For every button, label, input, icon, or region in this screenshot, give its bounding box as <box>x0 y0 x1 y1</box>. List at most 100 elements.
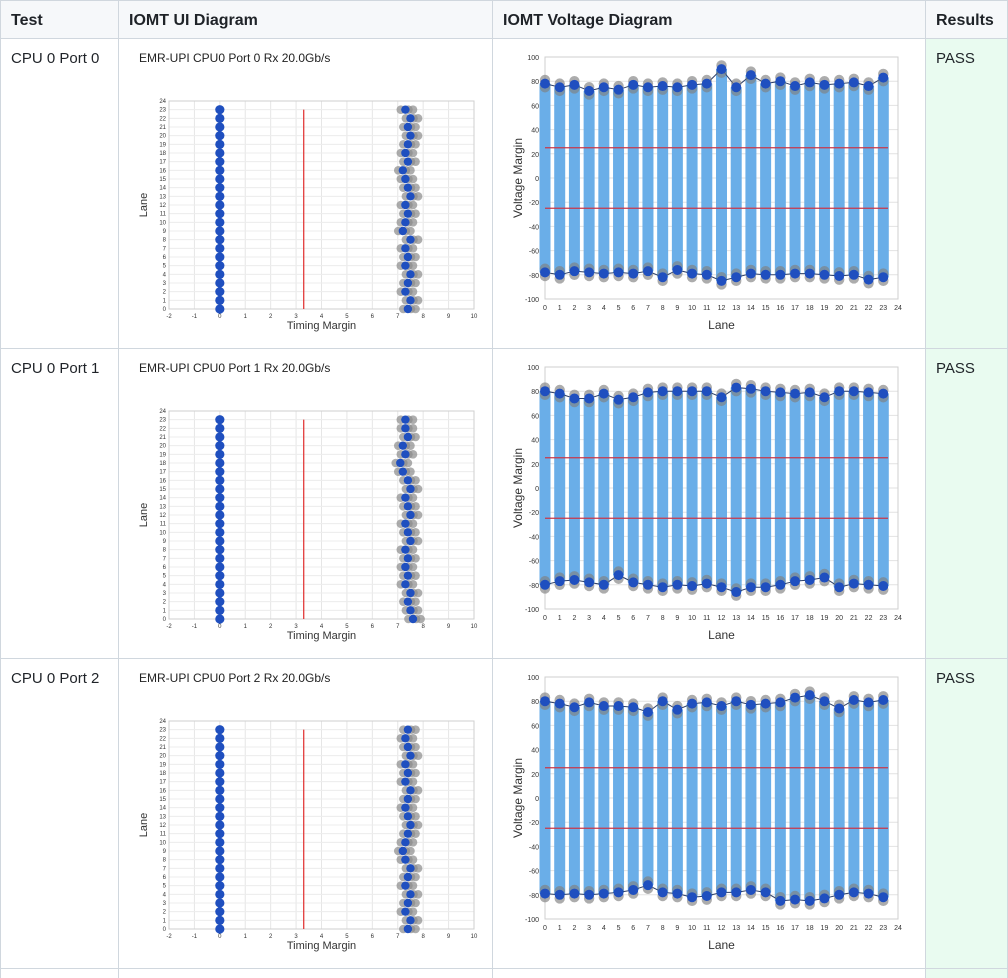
timing-point <box>406 890 415 899</box>
voltage-point <box>554 269 565 280</box>
y-tick-label: 15 <box>159 797 166 803</box>
voltage-bar <box>789 86 801 274</box>
voltage-point <box>569 574 580 585</box>
y-tick-label: -20 <box>529 510 539 517</box>
voltage-bar <box>583 90 595 273</box>
y-tick-label: 8 <box>163 858 167 864</box>
x-tick-label: 1 <box>558 305 562 312</box>
y-tick-label: 10 <box>159 220 166 226</box>
voltage-bar <box>730 701 742 893</box>
voltage-point <box>657 272 668 283</box>
voltage-point <box>687 386 698 397</box>
y-tick-label: 0 <box>163 617 167 623</box>
bottom-margin-line <box>544 884 884 902</box>
voltage-point <box>731 272 742 283</box>
y-tick-label: 10 <box>159 840 166 846</box>
timing-point-shadow <box>413 751 423 760</box>
timing-point <box>215 794 225 804</box>
y-tick-label: -100 <box>525 297 539 304</box>
x-tick-label: 9 <box>675 615 679 622</box>
timing-point <box>215 191 225 201</box>
ui-chart: -2 -1 0 1 2 3 4 5 6 7 8 9 10012345678910111213141516… <box>138 99 478 332</box>
timing-point <box>403 725 413 734</box>
timing-point <box>406 296 415 305</box>
voltage-bar <box>848 391 860 584</box>
timing-point <box>215 562 225 572</box>
timing-point <box>215 777 225 787</box>
y-tick-label: 9 <box>163 539 167 545</box>
voltage-bar <box>642 712 654 886</box>
timing-point <box>403 476 413 485</box>
x-tick-label: 13 <box>732 305 740 312</box>
timing-point <box>215 863 225 873</box>
timing-point-shadow <box>413 890 423 899</box>
x-tick-label: 7 <box>646 925 650 932</box>
x-tick-label: 1 <box>558 925 562 932</box>
timing-point <box>215 165 225 175</box>
voltage-point <box>878 892 889 903</box>
timing-point <box>401 450 410 459</box>
voltage-point <box>540 78 550 89</box>
voltage-point <box>716 887 727 898</box>
voltage-point <box>554 82 565 93</box>
next-row-stub <box>925 968 1008 978</box>
x-tick-label: 15 <box>762 925 770 932</box>
timing-point-shadow <box>411 554 420 563</box>
timing-point <box>215 725 225 735</box>
x-tick-label: 23 <box>879 925 887 932</box>
timing-point <box>406 751 415 760</box>
y-tick-label: 1 <box>163 608 167 614</box>
voltage-bar <box>568 84 580 272</box>
timing-point <box>403 528 413 537</box>
x-tick-label: 2 <box>269 624 273 630</box>
x-tick-label: 4 <box>602 925 606 932</box>
voltage-point <box>834 582 845 593</box>
timing-point <box>403 432 413 442</box>
timing-point <box>215 733 225 743</box>
y-tick-label: 7 <box>163 556 167 562</box>
voltage-bar <box>686 391 698 587</box>
y-tick-label: 7 <box>163 866 167 872</box>
timing-point <box>215 837 225 847</box>
y-tick-label: 5 <box>163 574 167 580</box>
voltage-bar <box>701 391 713 584</box>
y-tick-label: 20 <box>531 772 539 779</box>
timing-point-shadow <box>408 580 418 589</box>
timing-point-shadow <box>413 192 423 201</box>
timing-point <box>215 287 225 297</box>
x-tick-label: 2 <box>269 314 273 320</box>
x-tick-label: 12 <box>718 305 726 312</box>
voltage-bar <box>539 391 551 585</box>
voltage-point <box>819 572 830 583</box>
voltage-point <box>863 579 874 590</box>
x-axis-label: Timing Margin <box>287 320 356 332</box>
timing-point <box>215 174 225 184</box>
y-tick-label: 15 <box>159 487 166 493</box>
timing-point <box>215 252 225 262</box>
y-tick-label: 23 <box>159 108 166 114</box>
header-test: Test <box>0 0 119 39</box>
timing-point-shadow <box>413 114 423 123</box>
voltage-point <box>701 386 712 397</box>
voltage-point <box>804 690 815 701</box>
voltage-bar <box>774 392 786 585</box>
timing-point <box>215 519 225 529</box>
voltage-point <box>598 579 609 590</box>
y-tick-label: 40 <box>531 438 539 445</box>
voltage-point <box>584 85 595 96</box>
x-tick-label: 2 <box>572 305 576 312</box>
voltage-bar <box>730 87 742 278</box>
y-tick-label: 2 <box>163 290 167 296</box>
timing-point <box>215 924 225 934</box>
voltage-point <box>642 266 653 277</box>
voltage-point <box>613 887 624 898</box>
voltage-bar <box>804 695 816 901</box>
voltage-point <box>613 570 624 581</box>
timing-point-shadow <box>408 450 418 459</box>
y-tick-label: 11 <box>160 212 167 218</box>
y-tick-label: 1 <box>163 298 167 304</box>
voltage-point <box>642 707 653 718</box>
timing-point <box>215 209 225 219</box>
timing-point-shadow <box>411 829 420 838</box>
